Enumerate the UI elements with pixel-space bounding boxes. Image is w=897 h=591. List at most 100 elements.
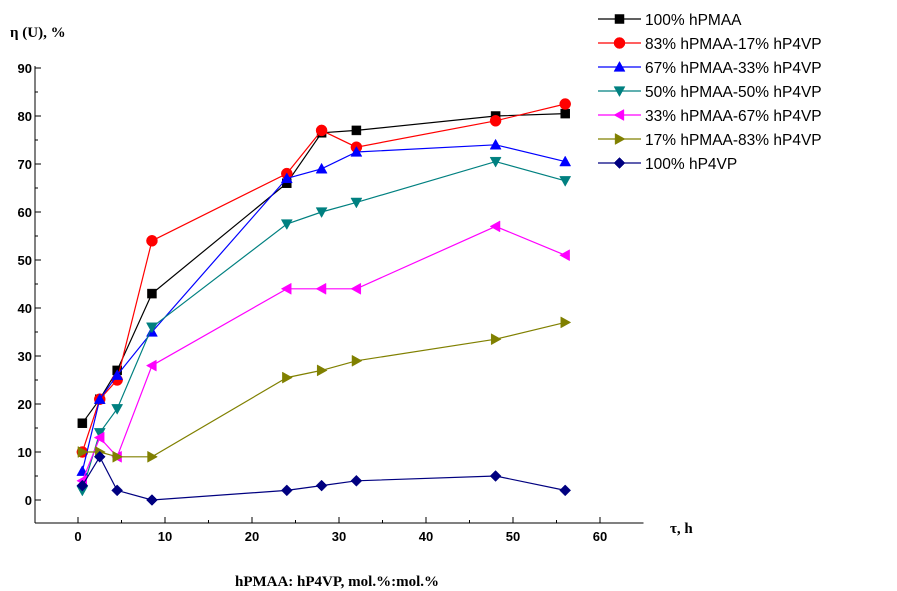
legend-entry: 50% hPMAA-50% hP4VP: [598, 84, 822, 101]
data-point-marker: [77, 446, 89, 458]
data-point-marker: [280, 484, 293, 497]
x-tick-label: 60: [593, 529, 607, 544]
data-point-marker: [350, 197, 363, 209]
legend-label: 17% hPMAA-83% hP4VP: [645, 132, 822, 149]
series-3: [76, 138, 572, 476]
y-tick-label: 30: [18, 349, 32, 364]
data-point-marker: [315, 162, 328, 174]
data-point-marker: [93, 431, 105, 444]
series-6: [77, 316, 572, 463]
legend-marker: [613, 60, 626, 72]
y-tick-label: 80: [18, 109, 32, 124]
data-point-marker: [146, 235, 158, 247]
data-point-marker: [316, 364, 328, 377]
legend-label: 83% hPMAA-17% hP4VP: [645, 36, 822, 53]
x-tick-label: 50: [506, 529, 520, 544]
data-point-marker: [280, 172, 293, 184]
data-point-marker: [489, 115, 502, 127]
legend-marker: [613, 86, 626, 98]
data-point-marker: [315, 207, 328, 219]
series-1: [77, 108, 570, 428]
data-point-marker: [560, 316, 572, 329]
data-point-marker: [350, 145, 363, 157]
data-point-marker: [559, 249, 570, 262]
data-point-marker: [351, 354, 363, 367]
data-point-marker: [489, 138, 502, 150]
series-2: [76, 98, 571, 458]
axes: 0 10 20 30 40 50 60 0 10 20 30 40 50 60 70 80 90: [18, 61, 644, 544]
data-point-marker: [489, 220, 501, 233]
y-tick-label: 40: [18, 301, 32, 316]
chart-caption: hPMAA: hP4VP, mol.%:mol.%: [235, 574, 439, 590]
legend-entry: 100% hPMAA: [598, 12, 742, 29]
data-point-marker: [350, 282, 362, 295]
data-point-marker: [559, 176, 572, 187]
series-layer: [76, 98, 572, 506]
y-tick-label: 0: [25, 493, 32, 508]
data-point-marker: [559, 98, 571, 110]
legend-entry: 17% hPMAA-83% hP4VP: [598, 132, 822, 149]
legend-marker: [614, 14, 625, 24]
legend-label: 50% hPMAA-50% hP4VP: [645, 84, 822, 101]
legend-marker: [613, 109, 625, 121]
legend-label: 100% hPMAA: [645, 12, 742, 29]
series-line: [81, 103, 566, 453]
data-point-marker: [111, 404, 124, 415]
data-point-marker: [560, 108, 570, 119]
data-point-marker: [112, 450, 124, 463]
data-point-marker: [351, 125, 362, 136]
legend-entry: 33% hPMAA-67% hP4VP: [598, 108, 822, 125]
series-7: [76, 450, 572, 506]
data-point-marker: [146, 322, 158, 334]
y-tick-label: 50: [18, 253, 32, 268]
legend-label: 67% hPMAA-33% hP4VP: [645, 60, 822, 77]
data-point-marker: [76, 479, 89, 492]
x-tick-label: 10: [158, 529, 172, 544]
y-tick-label: 60: [18, 205, 32, 220]
data-point-marker: [489, 156, 502, 168]
data-point-marker: [490, 333, 502, 346]
x-tick-label: 20: [245, 529, 259, 544]
data-point-marker: [280, 219, 293, 231]
data-point-marker: [111, 369, 124, 380]
legend-entry: 83% hPMAA-17% hP4VP: [598, 36, 822, 53]
x-axis-title: τ, h: [670, 521, 693, 537]
y-tick-label: 90: [18, 61, 32, 76]
series-4: [76, 156, 572, 497]
y-tick-label: 20: [18, 397, 32, 412]
data-point-marker: [282, 371, 293, 384]
data-point-marker: [145, 359, 157, 372]
data-point-marker: [93, 393, 106, 404]
x-tick-label: 40: [419, 529, 433, 544]
data-point-marker: [559, 484, 572, 497]
y-tick-label: 70: [18, 157, 32, 172]
data-point-marker: [111, 484, 124, 497]
x-tick-label: 30: [332, 529, 346, 544]
series-line: [81, 144, 566, 472]
data-point-marker: [146, 494, 158, 506]
legend: 100% hPMAA 83% hPMAA-17% hP4VP 67% hPMAA-3…: [598, 12, 822, 173]
legend-marker: [613, 37, 626, 49]
data-point-marker: [147, 288, 157, 299]
legend-marker: [613, 157, 626, 169]
data-point-marker: [315, 124, 328, 137]
data-point-marker: [559, 155, 572, 167]
legend-marker: [614, 133, 626, 145]
legend-label: 33% hPMAA-67% hP4VP: [645, 108, 822, 125]
series-5: [76, 220, 570, 487]
data-point-marker: [315, 282, 327, 295]
data-point-marker: [147, 450, 158, 463]
data-point-marker: [350, 474, 363, 487]
series-line: [81, 225, 566, 482]
data-point-marker: [77, 418, 88, 428]
data-point-marker: [93, 450, 106, 463]
data-point-marker: [280, 282, 292, 295]
legend-entry: 100% hP4VP: [598, 156, 737, 173]
legend-label: 100% hP4VP: [645, 156, 737, 173]
x-tick-label: 0: [74, 529, 81, 544]
legend-entry: 67% hPMAA-33% hP4VP: [598, 60, 822, 77]
y-axis-title: η (U), %: [10, 25, 66, 41]
data-point-marker: [489, 470, 502, 482]
data-point-marker: [315, 479, 328, 492]
